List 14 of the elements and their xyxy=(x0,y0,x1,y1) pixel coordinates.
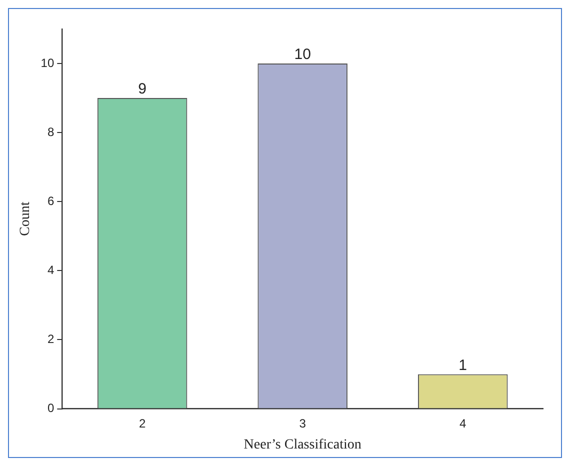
x-tick-label: 2 xyxy=(138,416,146,430)
x-tick-label: 3 xyxy=(299,416,306,430)
y-tick-label: 4 xyxy=(47,263,54,278)
x-tick-label: 4 xyxy=(460,416,467,430)
y-tick-label: 6 xyxy=(47,194,54,208)
x-axis-title: Neer’s Classification xyxy=(244,437,362,452)
y-tick-label: 2 xyxy=(47,332,54,346)
data-label: 10 xyxy=(294,46,311,64)
data-label: 9 xyxy=(138,80,146,98)
y-axis-title: Count xyxy=(18,202,34,236)
y-tick-label: 0 xyxy=(47,401,54,416)
y-tick-label: 8 xyxy=(47,124,54,139)
data-label: 1 xyxy=(458,356,468,374)
y-tick-label: 10 xyxy=(40,56,54,70)
